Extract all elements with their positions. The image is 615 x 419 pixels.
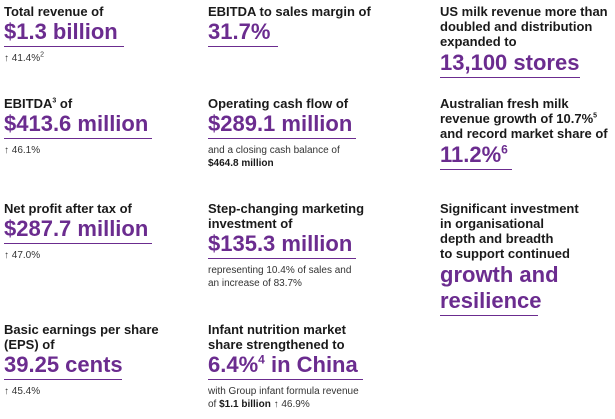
divider [440, 169, 512, 170]
total-revenue-block: Total revenue of $1.3 billion ↑ 41.4%2 [4, 4, 179, 65]
marketing-heading: Step-changing marketing investment of [208, 201, 365, 231]
eps-heading: Basic earnings per share (EPS) of [4, 322, 159, 352]
divider [440, 315, 538, 316]
marketing-block: Step-changing marketing investment of $1… [208, 201, 413, 290]
net-profit-value: $287.7 million [4, 216, 149, 241]
divider [208, 379, 363, 380]
up-arrow-icon: ↑ [4, 250, 9, 261]
up-arrow-icon: ↑ [4, 53, 9, 64]
divider [4, 379, 122, 380]
us-milk-heading: US milk revenue more than doubled and di… [440, 4, 608, 49]
eps-growth: ↑ 45.4% [4, 386, 41, 397]
marketing-value: $135.3 million [208, 231, 353, 256]
divider [208, 46, 278, 47]
infant-note: with Group infant formula revenue of $1.… [208, 386, 359, 410]
cash-flow-heading: Operating cash flow of [208, 96, 349, 111]
net-profit-growth: ↑ 47.0% [4, 250, 41, 261]
ebitda-margin-heading: EBITDA to sales margin of [208, 4, 371, 19]
net-profit-heading: Net profit after tax of [4, 201, 132, 216]
ebitda-growth: ↑ 46.1% [4, 145, 41, 156]
ebitda-margin-block: EBITDA to sales margin of 31.7% [208, 4, 413, 47]
divider [208, 258, 356, 259]
cash-flow-block: Operating cash flow of $289.1 million an… [208, 96, 413, 170]
marketing-note: representing 10.4% of sales and an incre… [208, 265, 352, 289]
up-arrow-icon: ↑ [4, 386, 9, 397]
total-revenue-growth: ↑ 41.4%2 [4, 51, 45, 64]
infant-heading: Infant nutrition market share strengthen… [208, 322, 346, 352]
divider [4, 46, 124, 47]
divider [4, 243, 152, 244]
infant-value: 6.4%4 in China [208, 352, 358, 377]
ebitda-block: EBITDA3 of $413.6 million ↑ 46.1% [4, 96, 179, 157]
infant-block: Infant nutrition market share strengthen… [208, 322, 413, 411]
aus-milk-block: Australian fresh milk revenue growth of … [440, 96, 615, 170]
total-revenue-heading: Total revenue of [4, 4, 104, 19]
investment-value: growth and resilience [440, 262, 559, 313]
divider [4, 138, 152, 139]
cash-flow-note: and a closing cash balance of $464.8 mil… [208, 145, 340, 169]
ebitda-margin-value: 31.7% [208, 19, 271, 44]
up-arrow-icon: ↑ [4, 145, 9, 156]
ebitda-heading: EBITDA3 of [4, 96, 73, 111]
us-milk-value: 13,100 stores [440, 50, 580, 75]
aus-milk-heading: Australian fresh milk revenue growth of … [440, 96, 608, 141]
cash-flow-value: $289.1 million [208, 111, 353, 136]
investment-heading: Significant investment in organisational… [440, 201, 579, 261]
aus-milk-value: 11.2%6 [440, 142, 508, 167]
investment-block: Significant investment in organisational… [440, 201, 612, 316]
total-revenue-value: $1.3 billion [4, 19, 118, 44]
divider [440, 77, 580, 78]
divider [208, 138, 356, 139]
ebitda-value: $413.6 million [4, 111, 149, 136]
up-arrow-icon: ↑ [273, 399, 279, 410]
net-profit-block: Net profit after tax of $287.7 million ↑… [4, 201, 179, 262]
eps-block: Basic earnings per share (EPS) of 39.25 … [4, 322, 179, 398]
eps-value: 39.25 cents [4, 352, 123, 377]
us-milk-block: US milk revenue more than doubled and di… [440, 4, 612, 78]
